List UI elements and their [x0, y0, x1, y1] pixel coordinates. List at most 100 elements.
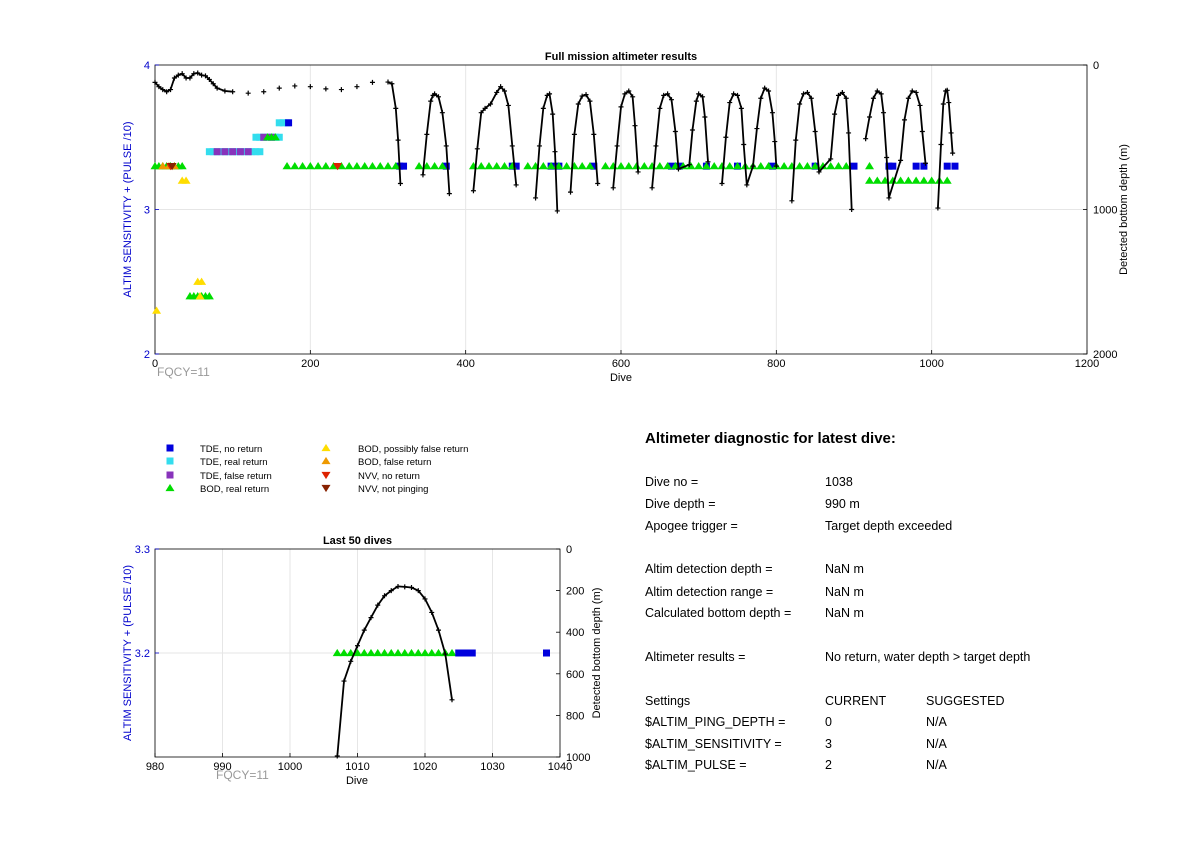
- last50-depth-point: [348, 658, 354, 664]
- mission-depth-line: [937, 88, 954, 209]
- mission-marker-bod-real-return: [367, 162, 377, 170]
- last50-depth-point: [442, 651, 448, 657]
- mission-depth-point: [867, 114, 873, 120]
- mission-y-right-axis-label: Detected bottom depth (m): [1118, 144, 1130, 275]
- mission-marker-bod-possibly-false-return: [181, 176, 191, 184]
- mission-depth-point: [849, 207, 855, 212]
- last50-yr-tick-label: 200: [566, 586, 584, 598]
- mission-depth-point: [432, 91, 438, 97]
- mission-depth-point: [944, 87, 950, 93]
- mission-depth-point: [187, 75, 193, 81]
- mission-depth-point: [502, 88, 507, 94]
- last50-x-tick-label: 1040: [548, 761, 572, 773]
- mission-marker-bod-real-return: [414, 162, 424, 170]
- mission-marker-bod-real-return: [655, 162, 665, 170]
- mission-depth-point: [758, 95, 764, 101]
- mission-depth-point: [424, 131, 430, 137]
- mission-marker-bod-real-return: [352, 162, 362, 170]
- mission-depth-point: [179, 71, 185, 77]
- mission-depth-point: [498, 84, 504, 90]
- mission-depth-point: [870, 95, 876, 101]
- mission-depth-point: [884, 154, 890, 160]
- mission-depth-point: [547, 91, 553, 97]
- mission-depth-line: [569, 93, 599, 193]
- mission-depth-point: [446, 191, 452, 197]
- mission-marker-bod-real-return: [810, 162, 820, 170]
- mission-marker-bod-real-return: [919, 176, 929, 184]
- mission-marker-tde-false-return: [229, 148, 237, 156]
- mission-depth-point: [668, 97, 674, 103]
- mission-yl-tick-label: 4: [144, 60, 150, 72]
- setting-current-ping-depth: 0: [825, 715, 832, 729]
- mission-depth-profile: [152, 70, 956, 214]
- mission-depth-point: [478, 110, 484, 116]
- mission-depth-point: [789, 198, 795, 204]
- last50-x-axis-label: Dive: [346, 775, 368, 787]
- diag-label-detection-range: Altim detection range =: [645, 585, 774, 599]
- mission-x-tick-label: 1000: [919, 358, 943, 370]
- mission-depth-point: [160, 87, 166, 93]
- mission-depth-point: [808, 95, 814, 101]
- mission-x-tick-label: 400: [456, 358, 474, 370]
- mission-marker-bod-real-return: [290, 162, 300, 170]
- mission-depth-point: [552, 149, 558, 155]
- last50-depth-point: [402, 584, 408, 590]
- mission-marker-bod-real-return: [888, 176, 898, 184]
- mission-depth-point: [881, 110, 887, 116]
- mission-depth-point: [723, 134, 729, 140]
- mission-depth-point: [395, 137, 401, 143]
- mission-depth-point: [428, 98, 434, 104]
- mission-marker-tde-real-return: [256, 148, 264, 156]
- legend-marker-tde-no-return: [166, 444, 174, 452]
- last50-marker-bod-real-return: [366, 648, 376, 657]
- mission-depth-point: [168, 87, 174, 93]
- mission-y-left-axis-label: ALTIM SENSITIVITY + (PULSE /10): [122, 122, 134, 298]
- mission-marker-bod-real-return: [833, 162, 843, 170]
- mission-depth-point: [772, 139, 778, 145]
- mission-marker-tde-real-return: [205, 148, 213, 156]
- mission-marker-tde-false-return: [244, 148, 252, 156]
- last50-marker-bod-real-return: [373, 648, 383, 657]
- legend-item-nvv-not-pinging: NVV, not pinging: [321, 484, 428, 495]
- mission-depth-point: [863, 136, 869, 142]
- mission-marker-tde-real-return: [248, 148, 256, 156]
- mission-depth-point: [482, 105, 488, 111]
- mission-depth-point: [657, 105, 663, 111]
- mission-depth-point: [338, 87, 344, 93]
- mission-marker-bod-real-return: [632, 162, 642, 170]
- mission-yr-tick-label: 0: [1093, 60, 1099, 72]
- legend-label-bod-real-return: BOD, real return: [200, 484, 269, 495]
- settings-header-current: CURRENT: [825, 694, 887, 708]
- mission-depth-line: [422, 92, 451, 194]
- legend-marker-bod-real-return: [165, 483, 175, 492]
- mission-marker-bod-real-return: [624, 162, 634, 170]
- mission-marker-tde-real-return: [209, 148, 217, 156]
- mission-depth-point: [171, 75, 177, 81]
- last50-depth-point: [449, 697, 455, 703]
- mission-x-tick-label: 600: [612, 358, 630, 370]
- legend-item-tde-real-return: TDE, real return: [166, 457, 268, 468]
- mission-depth-point: [591, 131, 597, 137]
- mission-depth-point: [276, 85, 282, 91]
- mission-x-axis-label: Dive: [610, 372, 632, 384]
- mission-marker-tde-no-return: [768, 162, 776, 170]
- last50-marker-bod-real-return: [380, 648, 389, 657]
- last50-marker-bod-real-return: [339, 648, 349, 657]
- setting-suggested-sensitivity: N/A: [926, 737, 947, 751]
- diag-value-detection-depth: NaN m: [825, 562, 864, 576]
- last50-depth-point: [361, 627, 367, 633]
- mission-depth-line: [721, 86, 778, 186]
- legend-marker-bod-possibly-false-return: [321, 443, 331, 452]
- mission-depth-point: [222, 88, 228, 94]
- last50-x-tick-label: 1010: [345, 761, 369, 773]
- mission-depth-point: [175, 72, 181, 78]
- mission-depth-point: [727, 100, 733, 106]
- last50-depth-point: [368, 615, 374, 621]
- mission-depth-point: [804, 89, 810, 95]
- mission-marker-bod-real-return: [430, 162, 440, 170]
- last50-yl-tick-label: 3.3: [135, 544, 150, 556]
- mission-depth-point: [901, 117, 907, 123]
- mission-depth-line: [864, 89, 927, 199]
- mission-marker-bod-real-return: [305, 162, 315, 170]
- mission-marker-tde-real-return: [256, 133, 264, 141]
